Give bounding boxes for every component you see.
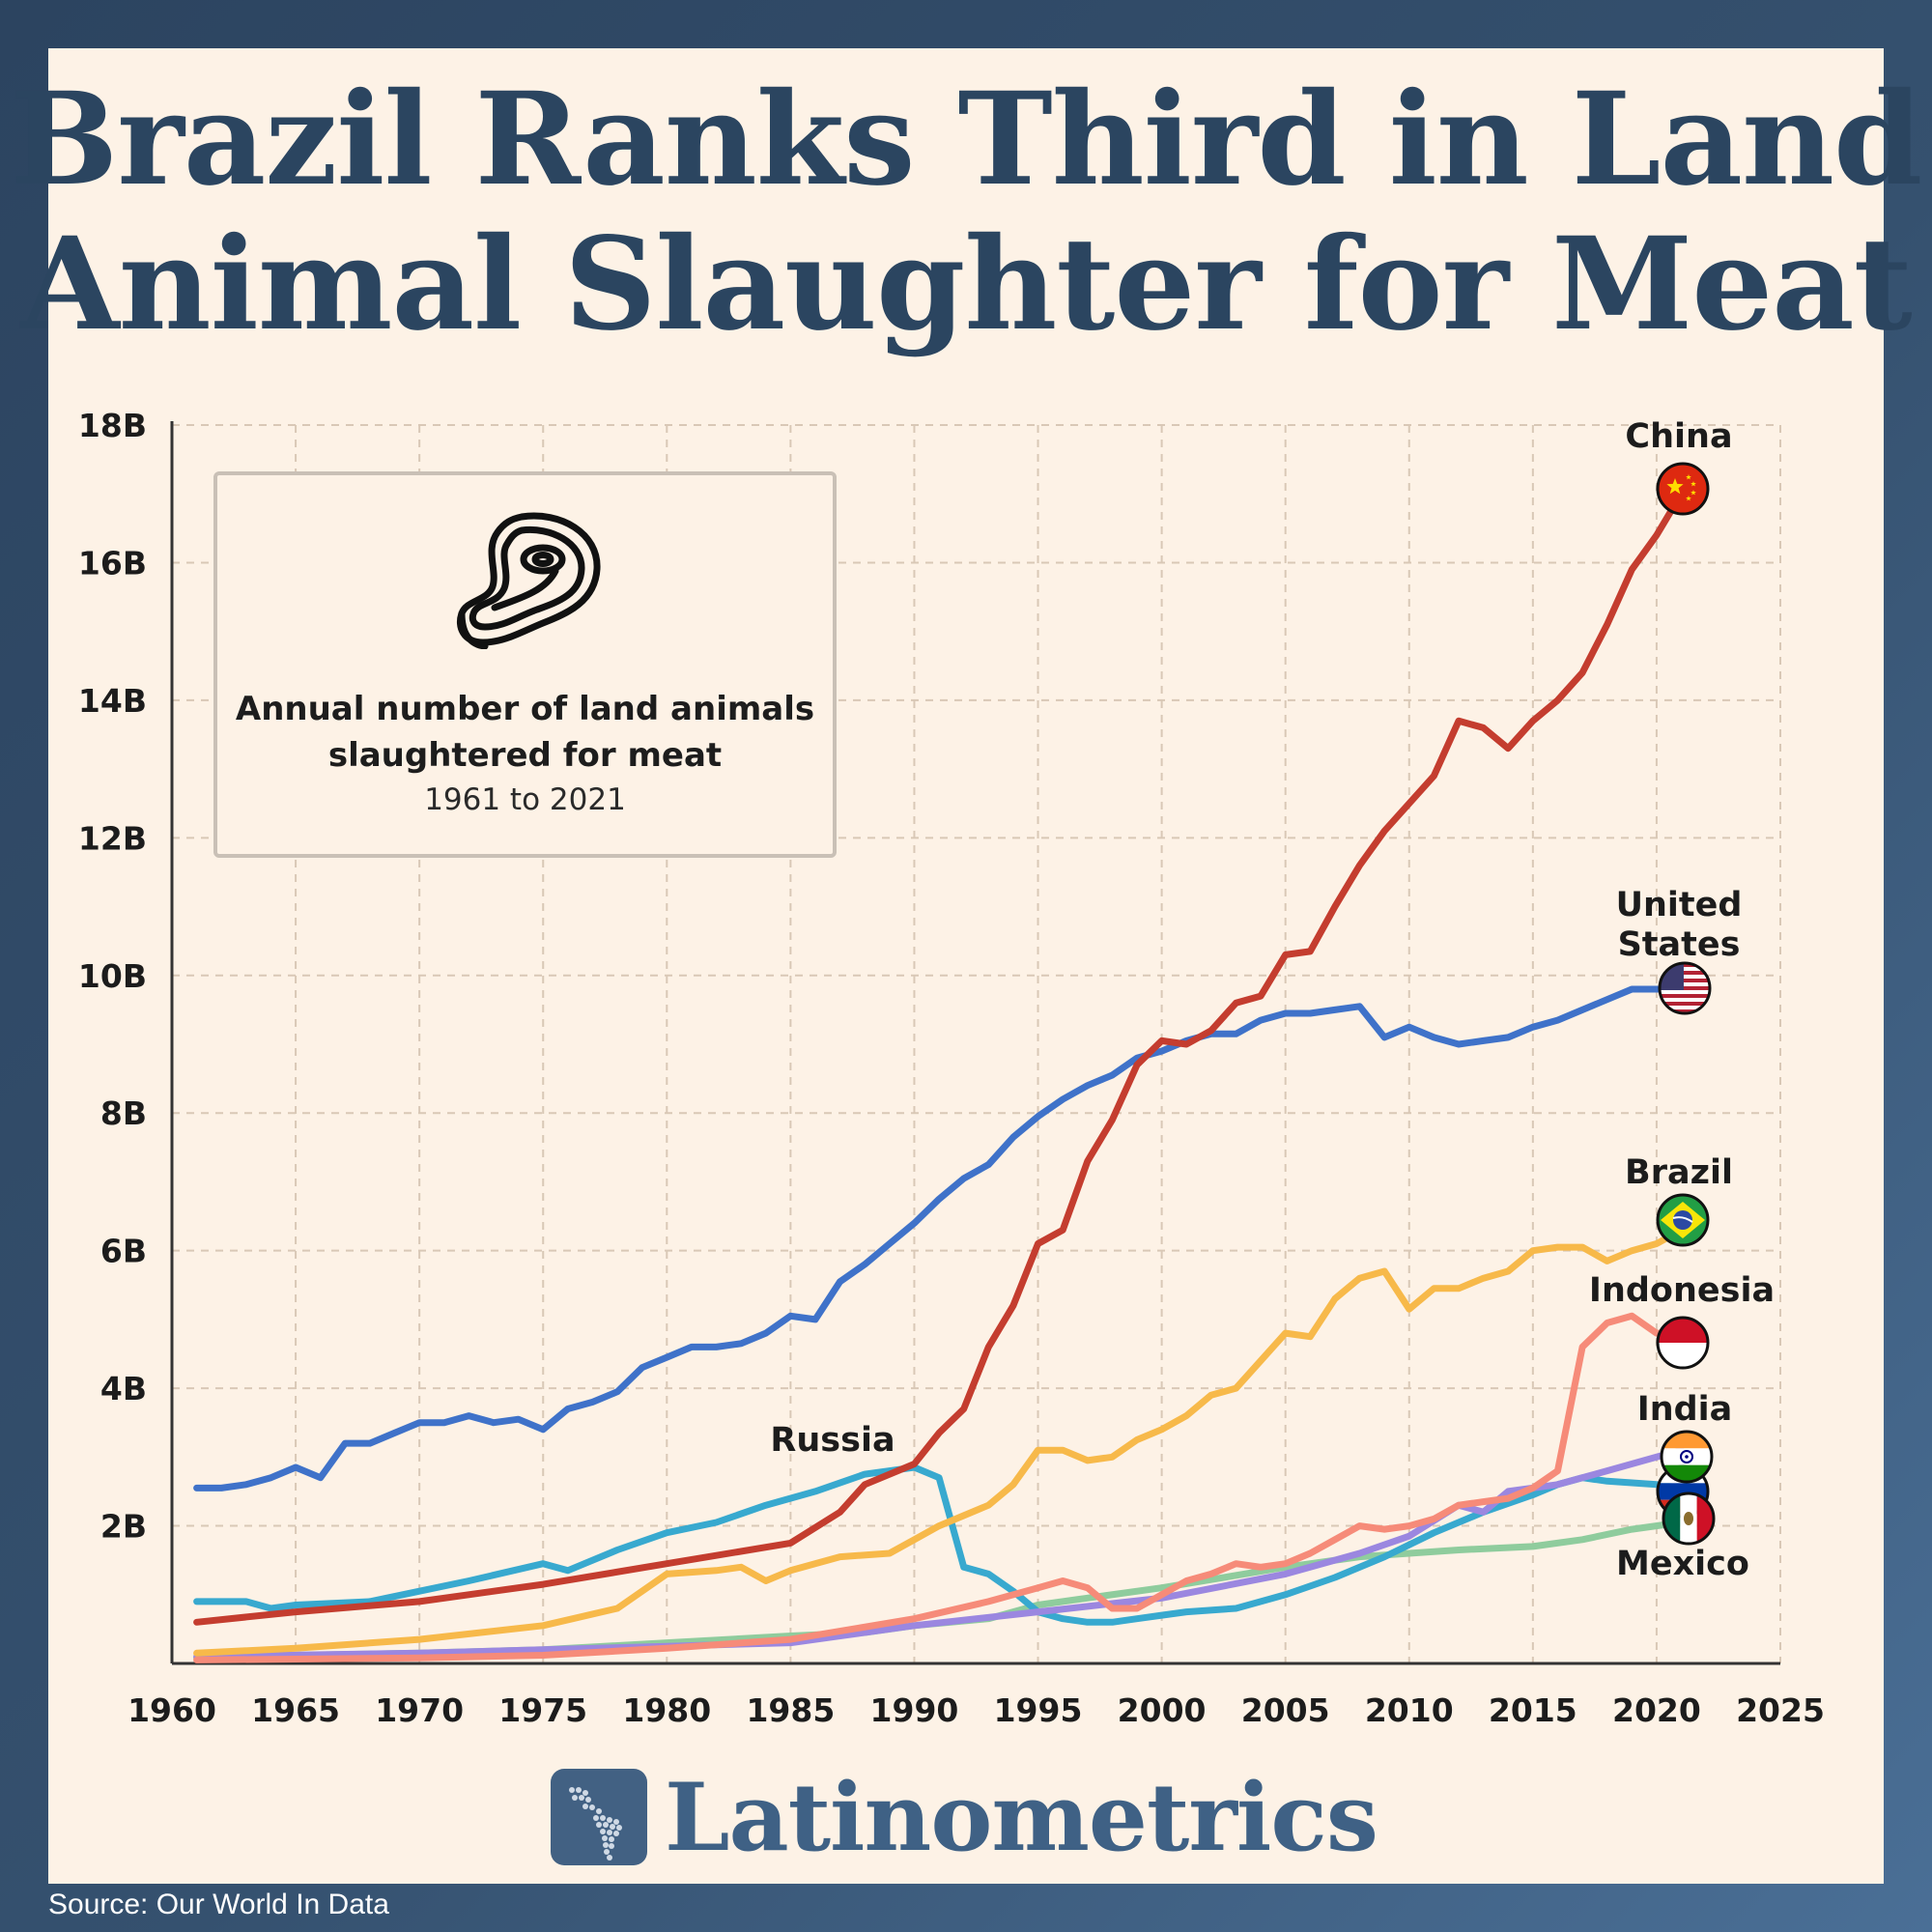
x-tick-label: 1985 (746, 1691, 835, 1729)
brazil-flag-icon (1656, 1193, 1710, 1247)
x-tick-label: 1970 (375, 1691, 464, 1729)
series-lines (193, 490, 1685, 1663)
x-tick-label: 2010 (1365, 1691, 1454, 1729)
y-tick-label: 18B (78, 407, 147, 444)
x-tick-label: 2020 (1612, 1691, 1701, 1729)
series-line-united-states (193, 985, 1685, 1492)
y-tick-label: 2B (100, 1508, 147, 1546)
series-line-china (193, 490, 1685, 1626)
y-tick-label: 6B (100, 1233, 147, 1270)
series-line-indonesia (193, 1312, 1685, 1663)
india-flag-icon (1660, 1430, 1714, 1484)
x-tick-label: 2000 (1118, 1691, 1207, 1729)
chart-card (48, 48, 1884, 1884)
x-tick-label: 1980 (622, 1691, 711, 1729)
chart-title: Brazil Ranks Third in Land Animal Slaugh… (0, 68, 1932, 357)
x-tick-label: 2005 (1241, 1691, 1330, 1729)
chart-description-box: Annual number of land animals slaughtere… (213, 471, 837, 858)
source-note: Source: Our World In Data (48, 1889, 389, 1920)
date-range: 1961 to 2021 (424, 782, 626, 817)
series-label-united-states: States (1618, 925, 1741, 964)
series-line-russia (193, 1463, 1685, 1626)
series-label-russia: Russia (770, 1421, 895, 1460)
x-tick-label: 1995 (994, 1691, 1083, 1729)
y-tick-label: 14B (78, 682, 147, 720)
y-tick-label: 4B (100, 1370, 147, 1407)
y-tick-label: 12B (78, 819, 147, 857)
us-flag-icon (1658, 961, 1712, 1015)
x-tick-label: 2015 (1489, 1691, 1577, 1729)
description-line-1: Annual number of land animals (235, 690, 815, 728)
x-tick-label: 1975 (498, 1691, 587, 1729)
y-tick-label: 16B (78, 544, 147, 582)
x-tick-label: 2025 (1736, 1691, 1825, 1729)
latin-america-map-icon (551, 1769, 647, 1865)
y-tick-label: 10B (78, 957, 147, 995)
x-tick-label: 1960 (128, 1691, 216, 1729)
x-tick-label: 1965 (251, 1691, 340, 1729)
series-label-china: China (1625, 417, 1732, 456)
description-line-2: slaughtered for meat (327, 736, 723, 775)
brand-logo: Latinometrics (551, 1762, 1378, 1872)
indonesia-flag-icon (1656, 1316, 1710, 1370)
series-label-brazil: Brazil (1625, 1153, 1733, 1192)
series-label-indonesia: Indonesia (1589, 1271, 1775, 1310)
series-label-mexico: Mexico (1616, 1545, 1749, 1583)
x-tick-label: 1990 (870, 1691, 959, 1729)
series-label-united-states: United (1616, 886, 1743, 924)
title-line-1: Brazil Ranks Third in Land (10, 65, 1923, 214)
steak-icon (457, 512, 601, 649)
axes: 1960 1965 1970 1975 1980 1985 1990 1995 2000 2005… (78, 407, 1825, 1729)
china-flag-icon (1656, 462, 1710, 516)
brand-name: Latinometrics (665, 1762, 1378, 1872)
title-line-2: Animal Slaughter for Meat (20, 210, 1912, 359)
y-tick-label: 8B (100, 1094, 147, 1132)
mexico-flag-icon (1662, 1492, 1716, 1546)
series-label-india: India (1637, 1390, 1733, 1429)
series-line-brazil (193, 1226, 1685, 1657)
